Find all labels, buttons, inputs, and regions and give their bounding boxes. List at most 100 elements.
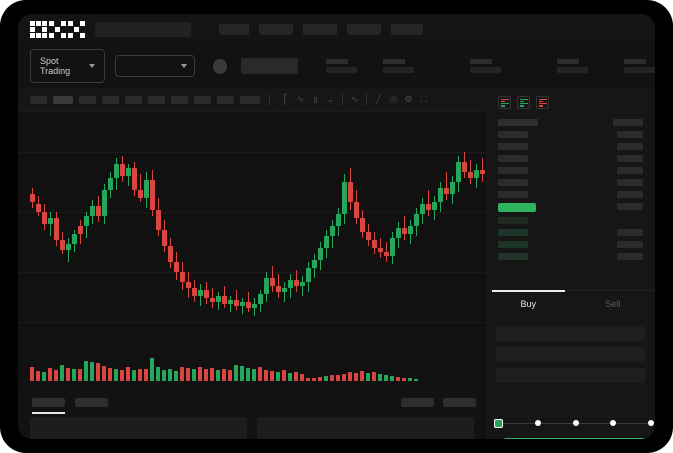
volume-bar	[234, 365, 238, 381]
camera-icon[interactable]: ◎	[389, 94, 398, 104]
orders-action-1[interactable]	[401, 397, 434, 407]
nav-item-5[interactable]	[391, 23, 423, 35]
settings-icon[interactable]: ⚙	[404, 94, 413, 104]
orderbook-amount-cell	[617, 143, 643, 150]
volume-bar	[198, 367, 202, 381]
order-form-field-1[interactable]	[496, 326, 645, 341]
candle	[30, 112, 35, 337]
primary-cta-button[interactable]	[504, 438, 655, 439]
order-form-field-3[interactable]	[496, 368, 645, 383]
candle-body	[318, 248, 323, 260]
candle-body	[120, 164, 125, 176]
candlestick-icon[interactable]: ⎡	[283, 94, 288, 104]
candle	[462, 112, 467, 337]
orders-tab-1[interactable]	[32, 397, 65, 414]
orderbook-row[interactable]	[486, 155, 655, 162]
volume-bar	[192, 369, 196, 381]
candle	[42, 112, 47, 337]
order-form-field-2[interactable]	[496, 347, 645, 362]
candle-body	[228, 300, 233, 304]
timeframe-chip-3[interactable]	[79, 95, 96, 104]
orders-panel-left[interactable]	[30, 417, 247, 439]
orderbook-row[interactable]	[486, 179, 655, 186]
candle-body	[264, 278, 269, 294]
orderbook-row[interactable]	[486, 191, 655, 198]
candle-body	[108, 178, 113, 190]
chevron-down-icon[interactable]: ⌄	[326, 94, 335, 104]
candle-body	[246, 302, 251, 308]
orders-action-2[interactable]	[443, 397, 476, 407]
stepper-dot-1[interactable]	[494, 418, 503, 428]
tab-buy[interactable]: Buy	[486, 290, 571, 316]
trading-mode-selector[interactable]: Spot Trading	[30, 49, 105, 83]
orderbook-buy-icon[interactable]	[517, 96, 530, 109]
orderbook-row[interactable]	[486, 253, 655, 260]
timeframe-chip-4[interactable]	[102, 95, 119, 104]
orderbook-row[interactable]	[486, 203, 655, 212]
orders-panels	[18, 417, 486, 439]
candle	[36, 112, 41, 337]
timeframe-chip-5[interactable]	[125, 95, 142, 104]
wave-icon[interactable]: ∿	[350, 94, 359, 104]
candle-body	[474, 170, 479, 178]
fullscreen-icon[interactable]: ⛶	[420, 94, 427, 104]
orderbook-row[interactable]	[486, 241, 655, 248]
volume-bar	[414, 379, 418, 381]
timeframe-chip-9[interactable]	[217, 95, 234, 104]
timeframe-chip-10[interactable]	[240, 95, 260, 104]
orders-panel-right[interactable]	[257, 417, 474, 439]
candle	[474, 112, 479, 337]
volume-bar	[156, 367, 160, 381]
candle	[348, 112, 353, 337]
orderbook-row[interactable]	[486, 131, 655, 138]
volume-bar	[294, 372, 298, 381]
orderbook-both-icon[interactable]	[498, 96, 511, 109]
nav-item-4[interactable]	[347, 23, 381, 35]
tab-sell[interactable]: Sell	[571, 291, 656, 316]
orderbook-row[interactable]	[486, 143, 655, 150]
candle	[180, 112, 185, 337]
stepper-dot-3[interactable]	[572, 420, 579, 426]
orderbook-row[interactable]	[486, 119, 655, 126]
pair-select[interactable]	[114, 55, 196, 77]
stepper-dot-5[interactable]	[648, 420, 654, 426]
volume-bar	[36, 371, 40, 381]
volume-bar	[180, 367, 184, 381]
nav-item-1[interactable]	[219, 23, 249, 35]
volume-bar	[222, 369, 226, 381]
orderbook-price-cell	[498, 191, 528, 198]
candle-body	[72, 234, 77, 244]
measure-icon[interactable]: ╱	[375, 94, 382, 104]
timeframe-chip-7[interactable]	[171, 95, 188, 104]
line-chart-icon[interactable]: ∿	[296, 94, 305, 104]
timeframe-chip-6[interactable]	[148, 95, 165, 104]
orders-tab-2[interactable]	[75, 397, 108, 407]
candle-wick	[140, 174, 141, 202]
orderbook-row[interactable]	[486, 217, 655, 224]
candle-body	[144, 180, 149, 198]
candle	[150, 112, 155, 337]
okx-logo[interactable]	[30, 20, 85, 38]
bar-chart-icon[interactable]: ‖	[313, 94, 318, 105]
timeframe-chip-1[interactable]	[30, 95, 47, 104]
global-search-input[interactable]	[95, 21, 191, 37]
nav-item-2[interactable]	[259, 23, 293, 35]
candlestick-chart[interactable]	[18, 112, 486, 337]
stepper-dot-4[interactable]	[610, 420, 617, 426]
candle	[270, 112, 275, 337]
volume-bar	[72, 369, 76, 381]
logo-letter-x	[68, 20, 85, 38]
timeframe-chip-2[interactable]	[53, 95, 73, 104]
orderbook-row[interactable]	[486, 229, 655, 236]
orderbook-sell-icon[interactable]	[536, 96, 549, 109]
volume-bar	[102, 366, 106, 381]
timeframe-chip-8[interactable]	[194, 95, 211, 104]
stepper-dot-2[interactable]	[534, 420, 541, 426]
volume-bar	[312, 378, 316, 381]
orders-tabbar-actions	[401, 397, 476, 407]
candle-body	[270, 278, 275, 286]
toolbar-divider	[366, 94, 367, 105]
candle-body	[396, 228, 401, 238]
nav-item-3[interactable]	[303, 23, 337, 35]
orderbook-row[interactable]	[486, 167, 655, 174]
